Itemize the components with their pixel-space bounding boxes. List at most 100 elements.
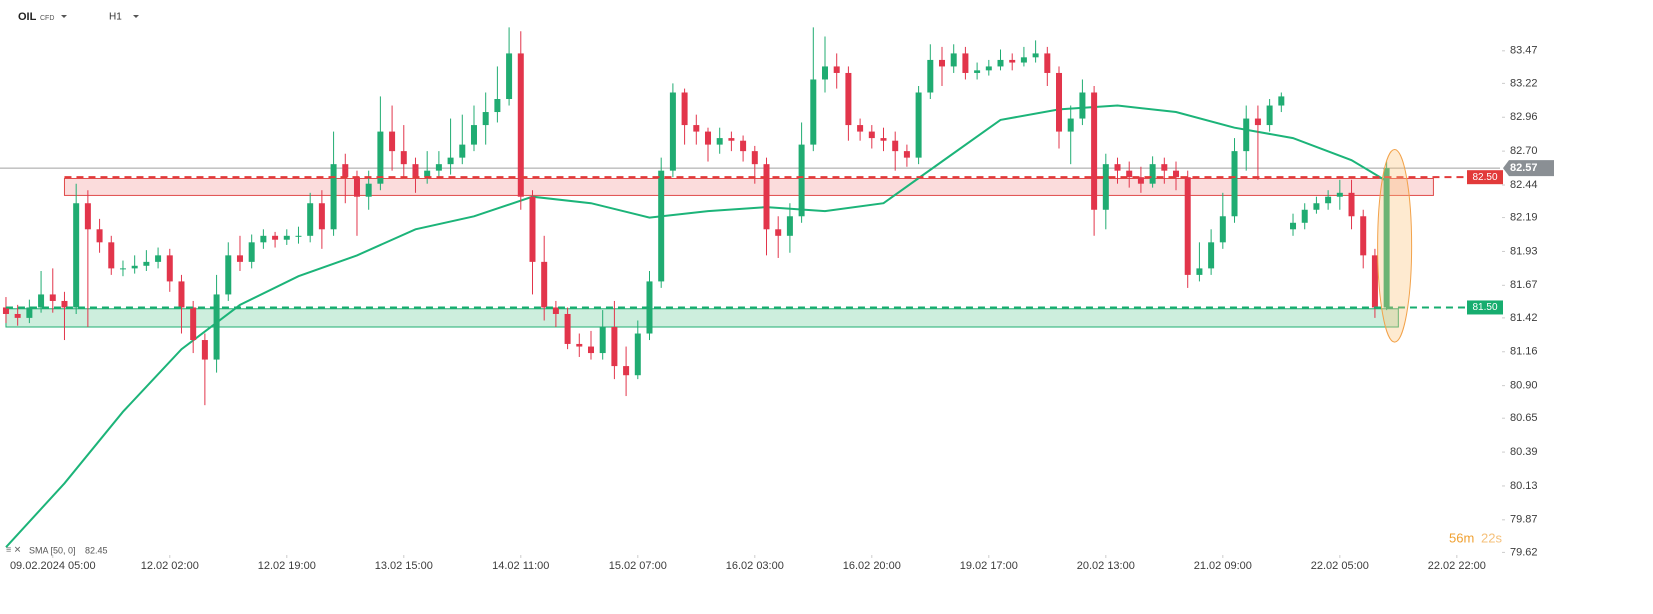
candle-body [248,242,255,262]
candle-body [459,144,466,158]
candle-body [740,140,747,152]
candle-body [201,340,208,360]
x-tick-label: 09.02.2024 05:00 [10,560,96,572]
candle-body [1231,151,1238,217]
x-tick-label: 20.02 13:00 [1077,560,1135,572]
y-tick-label: 79.87 [1510,514,1538,526]
candle-body [529,196,536,262]
x-tick-label: 21.02 09:00 [1194,560,1252,572]
candle-body [587,346,594,354]
y-tick-label: 80.90 [1510,380,1538,392]
candle-body [1149,164,1156,184]
header[interactable]: OIL CFD H1 [18,11,139,23]
candle-body [178,281,185,308]
candle-body [213,294,220,360]
candle-body [470,125,477,145]
x-tick-label: 14.02 11:00 [492,560,549,572]
candle-body [997,59,1004,67]
x-tick-label: 16.02 03:00 [726,560,784,572]
indicator-last: 82.45 [85,545,108,555]
candle-body [1032,53,1039,58]
x-tick-label: 12.02 19:00 [258,560,316,572]
candle-body [939,59,946,67]
candle-body [1126,170,1133,178]
x-tick-label: 13.02 15:00 [375,560,433,572]
x-tick-label: 22.02 22:00 [1428,560,1486,572]
candle-body [2,307,9,314]
candle-body [342,164,349,178]
candle-body [974,70,981,73]
candle-body [1020,57,1027,63]
candle-body [669,92,676,171]
candle-body [482,112,489,126]
level-label-box [1467,170,1503,185]
dropdown-caret[interactable] [133,15,139,18]
legend-icon[interactable]: ≡ ✕ [6,544,21,554]
candle-body [295,235,302,237]
y-tick-label: 81.93 [1510,245,1538,257]
y-tick-label: 83.47 [1510,45,1538,57]
zone [63,177,1434,196]
indicator-legend: ≡ ✕ SMA [50, 0] 82.45 [6,544,108,555]
candle-body [260,235,267,243]
candle-body [49,294,56,301]
candle-body [763,164,770,230]
candle-body [73,203,80,308]
candle-body [903,151,910,158]
candle-body [857,125,864,132]
candle-body [1278,96,1285,106]
candle-body [1067,118,1074,132]
candle-body [552,307,559,314]
candle-body [1254,118,1261,126]
candle-body [506,53,513,100]
candle-body [330,164,337,230]
candle-body [1102,164,1109,210]
y-tick-label: 82.19 [1510,211,1538,223]
candle-body [166,255,173,282]
level-label-box [1467,300,1503,315]
x-tick-label: 16.02 20:00 [843,560,901,572]
symbol: OIL [18,11,37,23]
candle-body [307,203,314,236]
candle-body [494,99,501,113]
candle-body [985,66,992,71]
highlight [1377,149,1413,343]
candle-body [868,131,875,139]
candle-body [681,92,688,126]
candle-body [915,92,922,158]
x-tick-label: 19.02 17:00 [960,560,1018,572]
candle-body [389,131,396,152]
candle-body [786,216,793,236]
candle-body [14,313,21,318]
candle-body [412,164,419,178]
candle-body [1079,92,1086,119]
last-price-label: 82.57 [1510,162,1538,174]
candle-body [1336,192,1343,197]
candle-body [833,66,840,73]
candle-body [880,138,887,141]
y-tick-label: 81.16 [1510,346,1538,358]
candle-body [927,59,934,93]
candle-body [775,229,782,236]
candle-body [447,157,454,165]
y-tick-label: 82.96 [1510,111,1538,123]
candle-body [1173,170,1180,178]
candle-body [611,327,618,367]
candle-body [108,242,115,269]
y-tick-label: 83.22 [1510,77,1538,89]
candle-body [1208,242,1215,269]
candle-body [272,235,279,240]
candle-body [517,53,524,197]
level-label: 82.50 [1472,172,1497,183]
dropdown-caret[interactable] [61,15,67,18]
candle-body [810,79,817,145]
timeframe: H1 [109,12,122,23]
candle-body [634,333,641,376]
candle-body [283,235,290,240]
candle-body [576,343,583,347]
candle-body [541,261,548,308]
candle-body [1266,105,1273,126]
candle-body [1137,177,1144,184]
candle-body [424,170,431,178]
